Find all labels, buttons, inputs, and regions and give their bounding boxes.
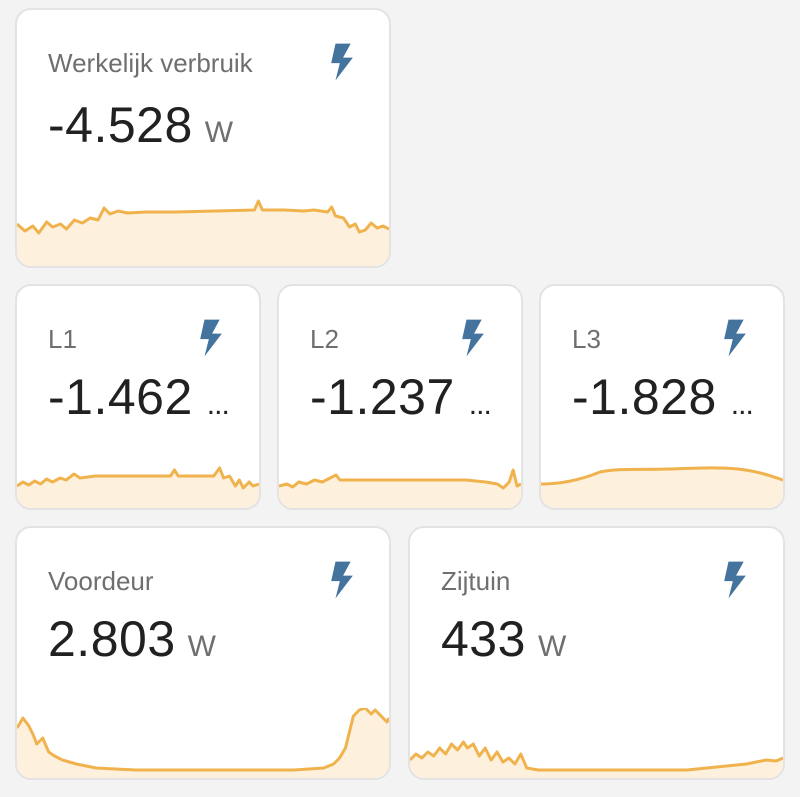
- sensor-unit: W: [204, 116, 234, 149]
- sensor-card-l1[interactable]: L1 -1.462...: [15, 284, 261, 510]
- card-value-row: -1.237...: [310, 368, 492, 426]
- sensor-unit: W: [537, 630, 567, 663]
- sensor-value: 433: [441, 611, 526, 667]
- card-value-row: 2.803 W: [48, 610, 216, 668]
- card-title: L1: [48, 324, 77, 354]
- sensor-card-voordeur[interactable]: Voordeur 2.803 W: [15, 526, 391, 780]
- card-title: Voordeur: [48, 566, 154, 596]
- flash-icon: [722, 319, 748, 357]
- card-value-row: -4.528 W: [48, 96, 233, 154]
- history-graph: [279, 464, 521, 508]
- card-title: L2: [310, 324, 339, 354]
- card-title: L3: [572, 324, 601, 354]
- sensor-unit-truncated: ...: [468, 388, 492, 421]
- sensor-value: -1.828: [572, 369, 717, 425]
- card-value-row: -1.462...: [48, 368, 230, 426]
- flash-icon: [460, 319, 486, 357]
- sensor-card-l2[interactable]: L2 -1.237...: [277, 284, 523, 510]
- card-value-row: -1.828...: [572, 368, 754, 426]
- sensor-card-l3[interactable]: L3 -1.828...: [539, 284, 785, 510]
- history-graph: [17, 196, 389, 266]
- history-graph: [17, 464, 259, 508]
- card-value-row: 433 W: [441, 610, 566, 668]
- sensor-card-zijtuin[interactable]: Zijtuin 433 W: [408, 526, 785, 780]
- sensor-unit: W: [187, 630, 216, 663]
- card-title: Zijtuin: [441, 566, 511, 596]
- sensor-value: 2.803: [48, 611, 176, 667]
- flash-icon: [722, 561, 748, 599]
- sensor-unit-truncated: ...: [206, 388, 230, 421]
- flash-icon: [329, 561, 355, 599]
- history-graph: [410, 708, 783, 778]
- flash-icon: [198, 319, 224, 357]
- flash-icon: [329, 43, 355, 81]
- card-title: Werkelijk verbruik: [48, 48, 253, 78]
- sensor-value: -1.237: [310, 369, 455, 425]
- sensor-unit-truncated: ...: [730, 388, 754, 421]
- history-graph: [17, 708, 389, 778]
- history-graph: [541, 464, 783, 508]
- sensor-value: -4.528: [48, 97, 193, 153]
- sensor-card-werkelijk-verbruik[interactable]: Werkelijk verbruik -4.528 W: [15, 8, 391, 268]
- sensor-value: -1.462: [48, 369, 193, 425]
